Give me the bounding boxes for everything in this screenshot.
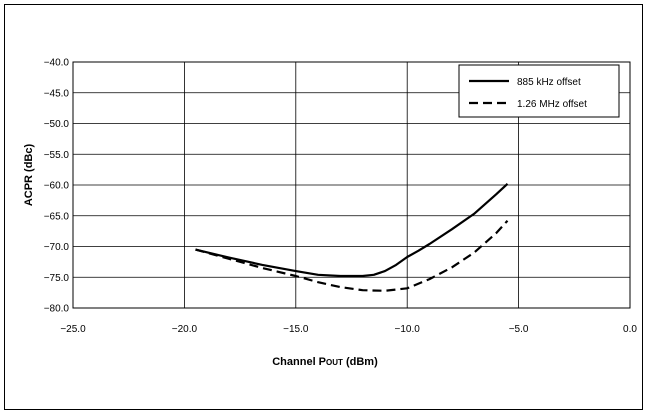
- x-axis-ticks: −25.0 −20.0 −15.0 −10.0 −5.0 0.0: [60, 324, 637, 335]
- x-tick-label: −15.0: [283, 324, 309, 335]
- x-tick-label: −5.0: [509, 324, 529, 335]
- y-axis-title: ACPR (dBc): [23, 144, 35, 207]
- x-tick-label: −20.0: [172, 324, 198, 335]
- legend-label-126mhz: 1.26 MHz offset: [517, 99, 587, 110]
- x-tick-label: 0.0: [623, 324, 637, 335]
- plot-area-border: [72, 61, 631, 309]
- y-tick-label: −50.0: [44, 119, 70, 130]
- series-line-885khz: [195, 182, 509, 278]
- x-axis-title-subscript: OUT: [326, 358, 343, 367]
- legend: 885 kHz offset 1.26 MHz offset: [458, 64, 620, 118]
- legend-label-885khz: 885 kHz offset: [517, 77, 581, 88]
- x-axis-title-main: Channel P: [272, 356, 326, 368]
- y-tick-label: −60.0: [44, 181, 70, 192]
- x-axis-title-unit: (dBm): [343, 356, 378, 368]
- x-tick-label: −25.0: [60, 324, 86, 335]
- y-axis-ticks: −40.0 −45.0 −50.0 −55.0 −60.0 −65.0 −70.0 −75.0…: [44, 58, 70, 315]
- y-tick-label: −70.0: [44, 242, 70, 253]
- x-axis-title: Channel POUT (dBm): [272, 356, 378, 368]
- series-lines: [195, 182, 509, 292]
- y-tick-label: −40.0: [44, 58, 70, 69]
- y-tick-label: −80.0: [44, 304, 70, 315]
- series-line-126mhz: [195, 219, 509, 292]
- y-tick-label: −55.0: [44, 150, 70, 161]
- y-tick-label: −75.0: [44, 273, 70, 284]
- legend-box: [458, 64, 620, 118]
- y-tick-label: −45.0: [44, 88, 70, 99]
- grid-lines: [72, 61, 631, 309]
- figure-frame: −40.0 −45.0 −50.0 −55.0 −60.0 −65.0 −70.0 −75.0…: [4, 4, 643, 410]
- x-tick-label: −10.0: [395, 324, 421, 335]
- y-tick-label: −65.0: [44, 211, 70, 222]
- acpr-line-chart: −40.0 −45.0 −50.0 −55.0 −60.0 −65.0 −70.0 −75.0…: [23, 58, 637, 369]
